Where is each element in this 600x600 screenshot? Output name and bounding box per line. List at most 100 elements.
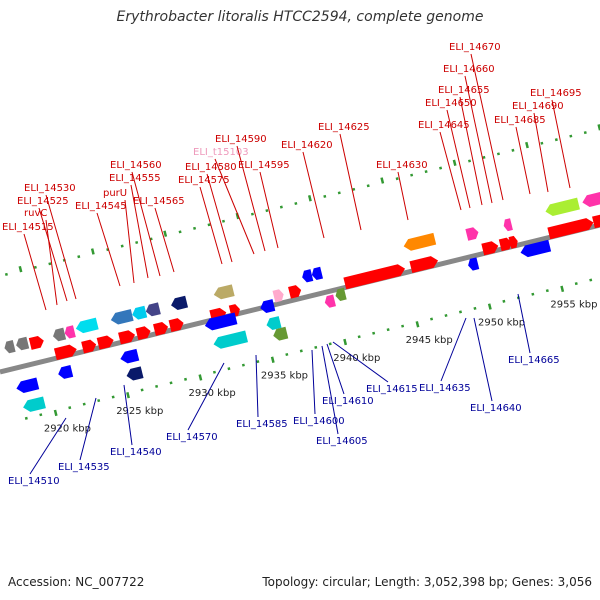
forward-gene-label: ELI_14595 (238, 160, 290, 171)
gene-feature (168, 318, 184, 333)
forward-gene-label: ruvC (24, 208, 47, 219)
minor-tick (410, 173, 414, 177)
tick-label: 2930 kbp (189, 388, 236, 399)
genome-title: Erythrobacter litoralis HTCC2594, comple… (116, 9, 484, 25)
gene-shape (468, 257, 480, 271)
gene-feature (324, 294, 336, 308)
gene-feature (260, 299, 276, 313)
minor-tick (395, 177, 399, 181)
gene-shape (409, 256, 439, 274)
reverse-gene-label: ELI_14665 (508, 355, 560, 366)
minor-tick (48, 262, 52, 266)
label-leader-line (473, 317, 493, 402)
minor-tick (366, 184, 370, 188)
label-leader-line (124, 199, 135, 284)
minor-tick (33, 265, 37, 269)
gene-shape (547, 218, 594, 240)
gene-feature (266, 316, 282, 330)
forward-gene-label: ELI_14695 (530, 88, 582, 99)
label-leader-line (259, 171, 279, 249)
gene-feature (23, 396, 46, 412)
forward-gene-label: ELI_14650 (425, 98, 477, 109)
label-leader-line (397, 171, 409, 221)
tick-label: 2935 kbp (261, 370, 308, 381)
minor-tick (250, 212, 254, 216)
minor-tick (468, 159, 472, 163)
gene-shape (520, 239, 552, 258)
gene-feature (213, 284, 235, 300)
major-tick (126, 391, 130, 399)
major-tick (307, 195, 312, 202)
gene-feature (132, 305, 148, 320)
minor-tick (458, 310, 462, 314)
gene-feature (403, 232, 437, 251)
label-leader-line (131, 171, 161, 277)
reverse-gene-label: ELI_14615 (366, 384, 418, 395)
gene-feature (135, 326, 151, 341)
minor-tick (77, 255, 81, 259)
gene-feature (126, 366, 144, 381)
gene-feature (120, 348, 140, 364)
minor-tick (430, 317, 434, 321)
gene-shape (96, 335, 114, 350)
minor-tick (401, 324, 405, 328)
label-leader-line (464, 75, 493, 204)
major-tick (415, 321, 420, 328)
gene-feature (81, 339, 97, 354)
minor-tick (569, 134, 573, 138)
gene-shape (118, 330, 136, 345)
label-leader-line (214, 158, 255, 255)
minor-tick (207, 223, 211, 227)
label-leader-line (321, 345, 339, 435)
minor-tick (169, 381, 173, 385)
gene-shape (508, 235, 518, 249)
forward-gene-label: ELI_14685 (494, 115, 546, 126)
gene-shape (145, 302, 161, 317)
minor-tick (178, 230, 182, 234)
forward-gene-label: ELI_14590 (215, 134, 267, 145)
gene-shape (582, 191, 600, 207)
gene-shape (311, 266, 324, 281)
gene-feature (204, 312, 238, 331)
gene-feature (53, 344, 77, 361)
gene-shape (204, 312, 238, 331)
label-leader-line (79, 397, 97, 461)
minor-tick (583, 131, 587, 135)
gene-feature (481, 241, 499, 256)
gene-feature (582, 191, 600, 207)
label-leader-line (123, 384, 133, 446)
minor-tick (323, 194, 327, 198)
minor-tick (496, 152, 500, 156)
label-leader-line (446, 109, 471, 209)
minor-tick (106, 248, 110, 252)
reverse-gene-label: ELI_14605 (316, 436, 368, 447)
forward-gene-label: ELI_14580 (185, 162, 237, 173)
forward-gene-label: ELI_14525 (17, 196, 69, 207)
label-leader-line (255, 354, 259, 418)
label-leader-line (236, 145, 266, 252)
gene-feature (64, 325, 76, 339)
major-tick (53, 409, 58, 417)
gene-feature (118, 330, 136, 345)
label-leader-line (339, 133, 362, 231)
gene-shape (266, 316, 282, 330)
minor-tick (68, 406, 72, 410)
minor-tick (241, 363, 245, 367)
tick-label: 2955 kbp (550, 300, 597, 311)
tick-label: 2950 kbp (478, 317, 525, 328)
gene-feature (498, 237, 512, 252)
tick-label: 2920 kbp (44, 424, 91, 435)
gene-shape (288, 285, 302, 299)
gene-feature (311, 266, 324, 281)
forward-gene-label: ELI_14620 (281, 140, 333, 151)
minor-tick (82, 402, 86, 406)
forward-gene-label: ELI_14555 (109, 173, 161, 184)
minor-tick (227, 367, 231, 371)
minor-tick (357, 335, 361, 339)
gene-shape (302, 269, 314, 283)
minor-tick (97, 399, 101, 403)
minor-tick (352, 187, 356, 191)
minor-tick (372, 331, 376, 335)
forward-gene-label: ELI_14575 (178, 175, 230, 186)
